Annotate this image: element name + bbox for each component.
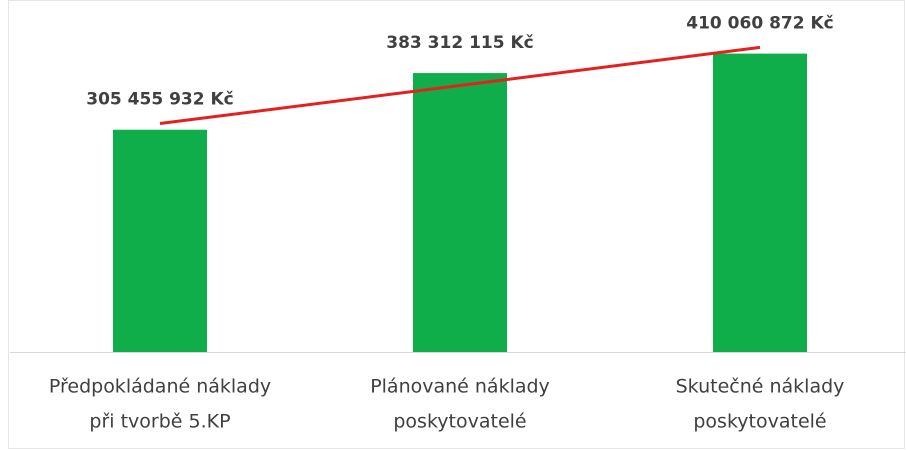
x-tick-label: při tvorbě 5.KP (89, 411, 230, 433)
x-tick-label: poskytovatelé (393, 411, 526, 433)
data-label: 383 312 115 Kč (386, 33, 533, 53)
x-tick-label: Skutečné náklady (676, 376, 845, 398)
data-label: 305 455 932 Kč (86, 90, 233, 110)
x-tick-label: poskytovatelé (693, 411, 826, 433)
bar (713, 53, 807, 352)
trendline (159, 45, 761, 126)
bar (413, 73, 507, 352)
x-tick-label: Plánované náklady (370, 376, 550, 398)
bar (113, 129, 207, 352)
data-label: 410 060 872 Kč (686, 14, 833, 34)
chart-border (8, 0, 905, 449)
x-tick-label: Předpokládané náklady (49, 376, 271, 398)
